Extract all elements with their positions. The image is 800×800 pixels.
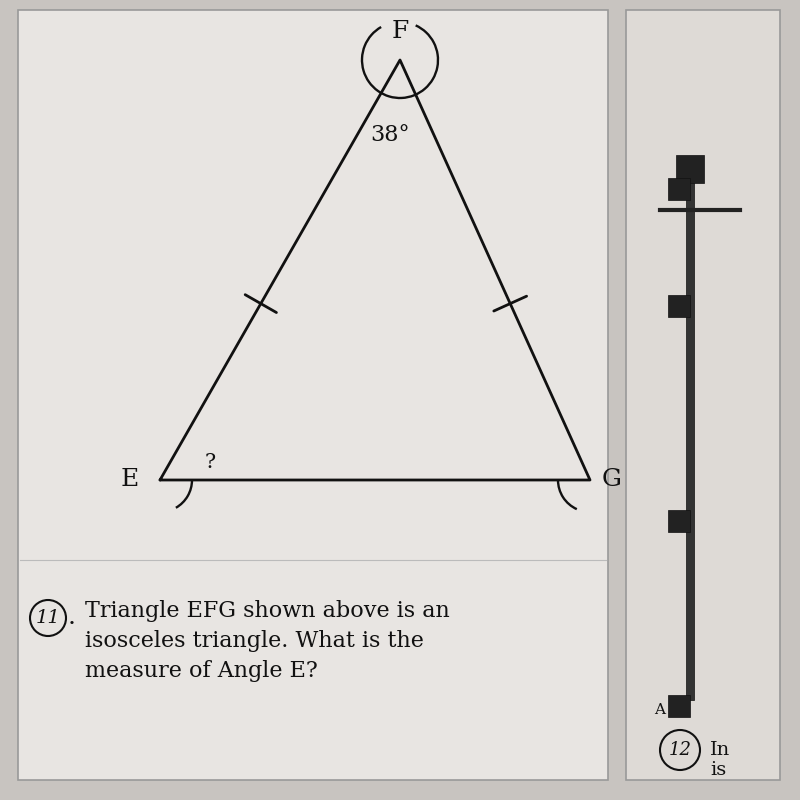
Text: isosceles triangle. What is the: isosceles triangle. What is the <box>85 630 424 652</box>
Text: measure of Angle E?: measure of Angle E? <box>85 660 318 682</box>
Text: 12: 12 <box>669 741 691 759</box>
Bar <box>18 10 608 780</box>
Text: E: E <box>121 469 139 491</box>
Text: .: . <box>68 606 76 630</box>
Text: is: is <box>710 761 726 779</box>
Bar <box>676 155 704 183</box>
Text: 38°: 38° <box>370 124 410 146</box>
Bar <box>668 695 690 717</box>
Text: ?: ? <box>205 453 215 471</box>
Text: A: A <box>654 703 666 717</box>
Bar <box>686 175 694 700</box>
Text: G: G <box>602 469 622 491</box>
Text: Triangle EFG shown above is an: Triangle EFG shown above is an <box>85 600 450 622</box>
Text: 11: 11 <box>36 609 60 627</box>
Bar <box>668 510 690 532</box>
Bar <box>668 295 690 317</box>
Bar <box>668 178 690 200</box>
Bar <box>626 10 780 780</box>
Text: In: In <box>710 741 730 759</box>
Text: F: F <box>391 21 409 43</box>
